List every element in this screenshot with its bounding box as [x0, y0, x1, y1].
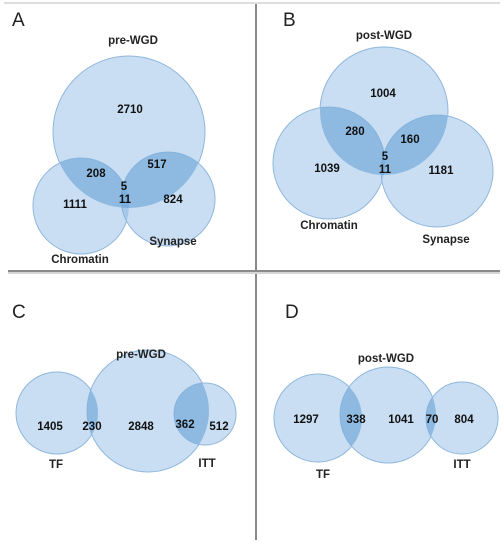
- panel-b-letter: B: [283, 10, 296, 31]
- panel-a-count-pre-synapse: 517: [147, 159, 166, 171]
- panel-b: B post-WGD Chromatin Synapse 1004 280 16…: [272, 10, 494, 246]
- panel-c-pre-wgd-label: pre-WGD: [116, 349, 166, 361]
- panel-a-count-pre-only: 2710: [117, 104, 143, 116]
- panel-b-count-post-synapse: 160: [400, 134, 419, 146]
- panel-d-count-post-itt: 70: [426, 414, 439, 426]
- panel-c-letter: C: [12, 302, 26, 323]
- panel-c-count-tf-only: 1405: [37, 421, 63, 433]
- panel-d-count-post-only: 1041: [388, 414, 414, 426]
- panel-d-post-wgd-label: post-WGD: [358, 353, 414, 365]
- panel-b-count-all-three: 5: [382, 151, 389, 163]
- panel-d: D post-WGD TF ITT 1297 338 1041 70 804: [273, 302, 499, 481]
- panel-c-count-pre-itt: 362: [175, 419, 194, 431]
- panel-frame: [4, 2, 500, 540]
- panel-b-chromatin-label: Chromatin: [300, 220, 358, 232]
- panel-d-tf-label: TF: [316, 469, 330, 481]
- panel-a-letter: A: [12, 10, 25, 31]
- panel-a: A pre-WGD Chromatin Synapse 2710 208 517…: [12, 10, 216, 266]
- panel-b-count-post-chromatin: 280: [345, 126, 364, 138]
- panel-b-count-post-only: 1004: [370, 88, 396, 100]
- panel-a-count-chromatin-synapse: 11: [119, 194, 132, 206]
- panel-b-count-synapse-only: 1181: [429, 165, 455, 177]
- panel-d-count-itt-only: 804: [454, 414, 474, 426]
- panel-c-count-tf-pre: 230: [82, 421, 101, 433]
- panel-d-count-tf-post: 338: [346, 414, 366, 426]
- panel-a-pre-wgd-label: pre-WGD: [108, 35, 158, 47]
- panel-a-count-synapse-only: 824: [163, 194, 183, 206]
- panel-c-count-itt-only: 512: [209, 421, 228, 433]
- panel-c-pre-itt-overlap: [174, 383, 209, 445]
- panel-d-count-tf-only: 1297: [293, 414, 319, 426]
- panel-a-count-pre-chromatin: 208: [86, 168, 106, 180]
- panel-d-itt-label: ITT: [453, 459, 470, 471]
- panel-b-count-chromatin-only: 1039: [314, 163, 340, 175]
- panel-d-letter: D: [285, 302, 299, 323]
- panel-a-chromatin-label: Chromatin: [51, 254, 109, 266]
- panel-c-itt-label: ITT: [198, 458, 215, 470]
- panel-a-count-all-three: 5: [121, 181, 128, 193]
- panel-c: C pre-WGD TF ITT 1405 230 2848 362 512: [12, 302, 237, 473]
- panel-a-count-chromatin-only: 1111: [63, 199, 87, 211]
- panel-b-synapse-label: Synapse: [422, 234, 469, 246]
- panel-a-synapse-label: Synapse: [149, 236, 196, 248]
- panel-c-tf-label: TF: [49, 459, 63, 471]
- panel-c-count-pre-only: 2848: [128, 421, 154, 433]
- panel-b-count-chromatin-synapse: 11: [379, 164, 392, 176]
- panel-c-tf-circle: [15, 371, 99, 455]
- panel-b-post-wgd-label: post-WGD: [356, 30, 412, 42]
